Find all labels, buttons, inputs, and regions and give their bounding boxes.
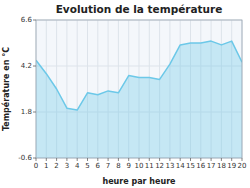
x-tick-label: 12	[155, 162, 164, 170]
plot-frame	[36, 20, 242, 158]
x-tick	[139, 158, 140, 161]
y-tick	[33, 158, 36, 159]
x-tick	[128, 158, 129, 161]
x-tick-label: 15	[186, 162, 195, 170]
grid	[36, 20, 242, 158]
x-tick-label: 20	[238, 162, 247, 170]
y-axis-label: Température en °C	[1, 47, 11, 131]
y-tick-label: -0.6	[18, 154, 32, 162]
y-tick	[33, 112, 36, 113]
x-tick	[36, 158, 37, 161]
x-tick-label: 11	[145, 162, 154, 170]
x-tick-label: 14	[176, 162, 185, 170]
x-tick-label: 19	[227, 162, 236, 170]
y-tick-label: 4.2	[21, 62, 32, 70]
x-tick-label: 8	[116, 162, 120, 170]
x-tick-label: 9	[126, 162, 130, 170]
x-tick	[242, 158, 243, 161]
x-tick	[118, 158, 119, 161]
x-tick	[169, 158, 170, 161]
x-tick-label: 18	[217, 162, 226, 170]
x-tick	[231, 158, 232, 161]
x-tick	[180, 158, 181, 161]
plot-background	[36, 20, 242, 158]
x-tick	[97, 158, 98, 161]
axes: -0.61.84.26.6012345678910111213141516171…	[18, 16, 246, 170]
x-tick	[46, 158, 47, 161]
x-tick	[87, 158, 88, 161]
x-tick-label: 2	[54, 162, 58, 170]
x-tick	[56, 158, 57, 161]
title: Evolution de la température	[56, 3, 223, 15]
x-tick	[159, 158, 160, 161]
x-tick-label: 13	[165, 162, 174, 170]
y-tick-label: 6.6	[21, 16, 33, 24]
x-tick-label: 6	[96, 162, 101, 170]
line	[36, 41, 242, 110]
x-tick	[66, 158, 67, 161]
x-tick	[221, 158, 222, 161]
series	[36, 41, 242, 158]
x-tick	[149, 158, 150, 161]
x-tick-label: 0	[34, 162, 38, 170]
chart-svg: -0.61.84.26.6012345678910111213141516171…	[0, 0, 250, 188]
x-tick	[200, 158, 201, 161]
x-tick	[190, 158, 191, 161]
x-tick-label: 17	[207, 162, 216, 170]
x-tick	[211, 158, 212, 161]
y-tick	[33, 66, 36, 67]
area	[36, 41, 242, 158]
x-tick-label: 10	[135, 162, 144, 170]
x-tick-label: 4	[75, 162, 80, 170]
chart-container: -0.61.84.26.6012345678910111213141516171…	[0, 0, 250, 188]
x-tick-label: 1	[44, 162, 48, 170]
x-axis-label: heure par heure	[102, 177, 176, 186]
x-tick-label: 5	[85, 162, 89, 170]
x-tick	[77, 158, 78, 161]
y-tick-label: 1.8	[21, 108, 32, 116]
x-tick	[108, 158, 109, 161]
y-tick	[33, 20, 36, 21]
x-tick-label: 3	[65, 162, 69, 170]
x-tick-label: 16	[196, 162, 205, 170]
x-tick-label: 7	[106, 162, 110, 170]
